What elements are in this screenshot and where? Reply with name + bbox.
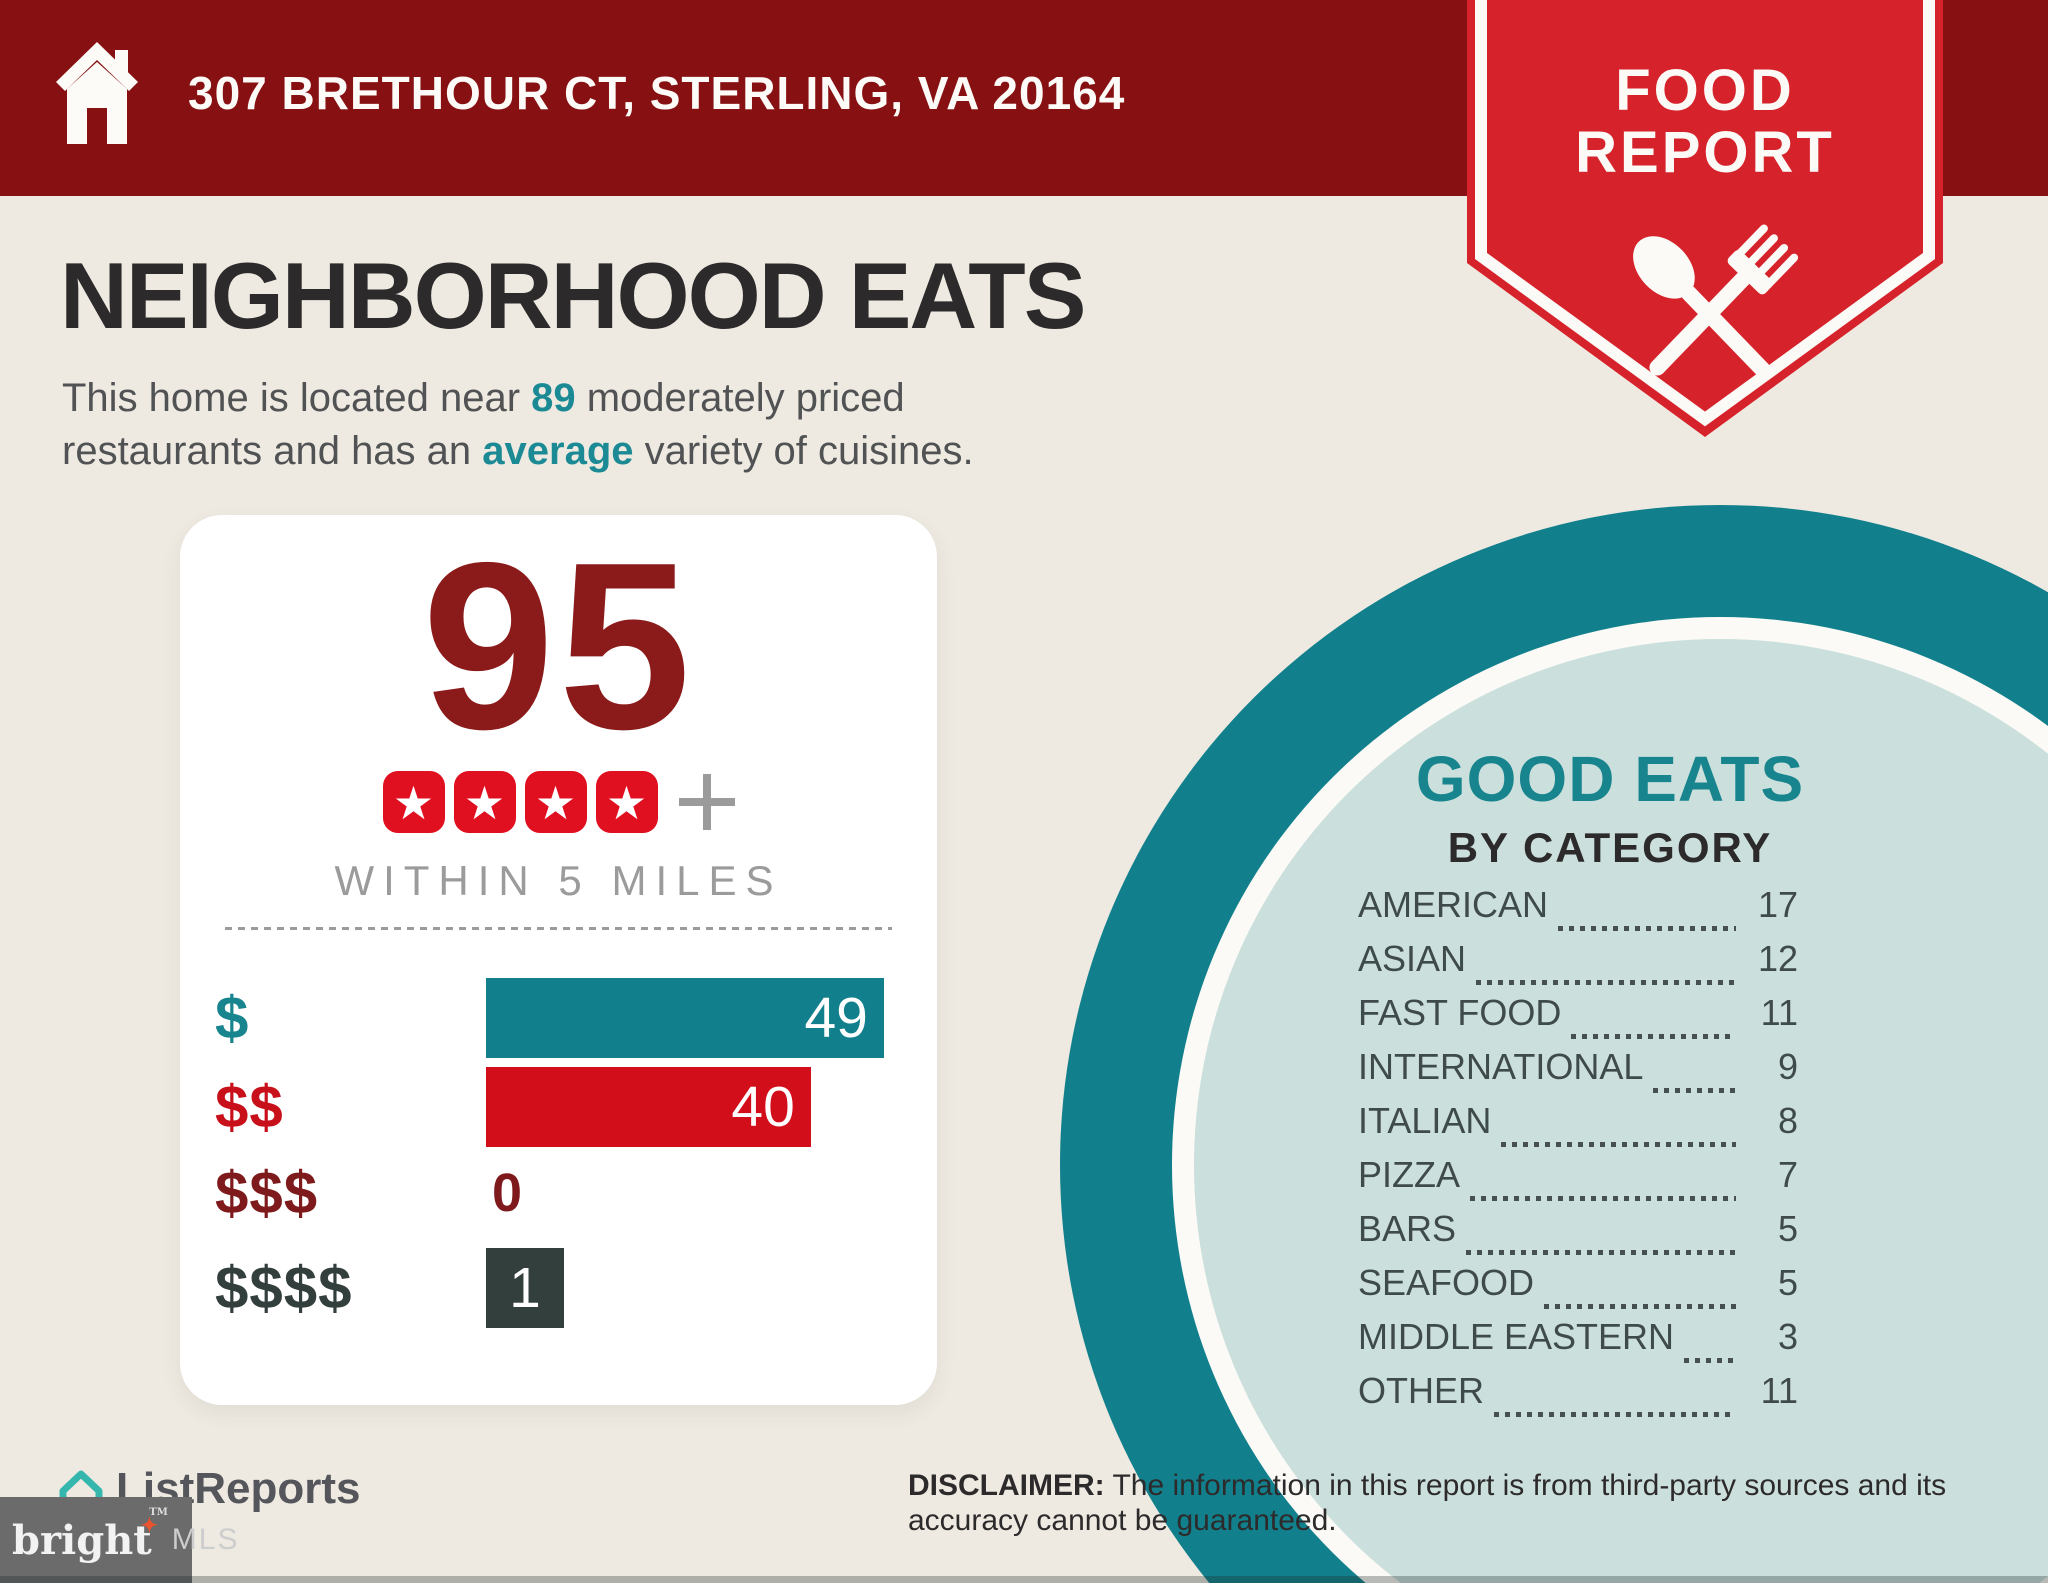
price-tier-label: $$$$ [215,1254,353,1322]
price-tier-label: $$$ [215,1159,319,1227]
bright-text: bright [12,1516,152,1564]
price-row-3: $$$ 0 [180,1160,937,1227]
category-label: FAST FOOD [1358,992,1562,1033]
category-value: 17 [1757,884,1798,925]
good-eats-title: GOOD EATS [1415,743,1805,815]
category-label: ITALIAN [1358,1100,1492,1141]
star-icon [595,771,658,833]
page-title: NEIGHBORHOOD EATS [60,243,1086,348]
category-label: ASIAN [1358,938,1467,979]
subtitle-seg3: variety of cuisines. [633,428,974,473]
category-label: OTHER [1358,1370,1484,1411]
list-item: OTHER 11 [1358,1370,1798,1424]
mls-text: MLS [171,1523,240,1556]
category-value: 5 [1777,1208,1798,1249]
category-label: PIZZA [1358,1154,1461,1195]
list-item: BARS 5 [1358,1208,1798,1262]
category-value: 8 [1777,1100,1798,1141]
price-bar: 1 [486,1248,564,1328]
list-item: SEAFOOD 5 [1358,1262,1798,1316]
bar-value: 49 [804,986,868,1050]
page-subtitle: This home is located near 89 moderately … [62,372,1092,478]
star-icon [382,771,445,833]
category-value: 5 [1777,1262,1798,1303]
food-score: 95 [422,514,695,779]
category-label: MIDDLE EASTERN [1358,1316,1675,1357]
dotted-leader [1653,1088,1736,1093]
list-item: ITALIAN 8 [1358,1100,1798,1154]
list-item: INTERNATIONAL 9 [1358,1046,1798,1100]
dotted-leader [1466,1250,1736,1255]
list-item: AMERICAN 17 [1358,884,1798,938]
list-item: ASIAN 12 [1358,938,1798,992]
dotted-leader [1476,980,1736,985]
radius-label: WITHIN 5 MILES [334,857,783,904]
ribbon-line1: FOOD [1615,58,1795,123]
bar-value: 1 [509,1256,541,1320]
category-label: SEAFOOD [1358,1262,1535,1303]
restaurant-count: 89 [531,376,576,420]
category-value: 12 [1757,938,1798,979]
price-bar: 0 [486,1163,522,1223]
spoon-fork-icon [1633,224,1799,378]
bar-value: 0 [492,1163,523,1223]
price-tier-label: $$ [215,1073,284,1141]
dotted-leader [1571,1034,1736,1039]
dotted-leader [1684,1358,1736,1363]
price-row-2: $$ 40 [180,1067,937,1147]
dotted-leader [1501,1142,1736,1147]
category-value: 11 [1760,1370,1798,1411]
property-address: 307 BRETHOUR CT, STERLING, VA 20164 [188,67,1126,119]
subtitle-seg1: This home is located near [62,376,532,420]
dashed-divider [225,927,892,930]
list-item: MIDDLE EASTERN 3 [1358,1316,1798,1370]
trademark-symbol: TM [149,1506,168,1518]
plus-icon [678,774,735,830]
category-label: BARS [1358,1208,1457,1249]
price-bar: 49 [486,978,884,1058]
good-eats-list: AMERICAN 17 ASIAN 12 FAST FOOD 11 INTERNATI… [1358,884,1798,1424]
category-label: INTERNATIONAL [1358,1046,1644,1087]
star-icon [524,771,587,833]
list-item: PIZZA 7 [1358,1154,1798,1208]
bottom-edge-strip [0,1576,2048,1583]
category-label: AMERICAN [1358,884,1549,925]
star-spark-icon: ✦ [141,1512,158,1537]
subtitle-seg2: moderately priced restaurants and has an [62,376,905,473]
category-value: 11 [1760,992,1798,1033]
dotted-leader [1544,1304,1736,1309]
dotted-leader [1558,926,1736,931]
variety-accent: average [482,428,634,473]
ribbon-line2: REPORT [1575,120,1835,185]
good-eats-heading: GOOD EATS BY CATEGORY [1350,742,1870,872]
bright-mls-logo: bright ✦ TM MLS [0,1497,237,1583]
star-icon [453,771,516,833]
disclaimer-label: DISCLAIMER: [908,1469,1105,1502]
star-rating [180,771,937,833]
score-card: 95 WITHIN 5 MILES $ 49 $$ 40 $$$ 0 [180,515,937,1405]
disclaimer-text: DISCLAIMER: The information in this repo… [908,1468,1978,1539]
category-value: 9 [1777,1046,1798,1087]
bright-wordmark: bright ✦ TM [12,1507,168,1564]
price-row-1: $ 49 [180,978,937,1058]
bar-value: 40 [731,1075,795,1139]
home-icon [56,42,138,144]
price-row-4: $$$$ 1 [180,1248,937,1328]
food-report-ribbon: FOOD REPORT [1467,0,1943,437]
category-value: 3 [1777,1316,1798,1357]
dotted-leader [1494,1412,1736,1417]
good-eats-subtitle: BY CATEGORY [1447,824,1773,871]
price-tier-label: $ [215,984,250,1052]
list-item: FAST FOOD 11 [1358,992,1798,1046]
category-value: 7 [1777,1154,1798,1195]
disclaimer-body: The information in this report is from t… [908,1469,1947,1538]
dotted-leader [1470,1196,1736,1201]
price-bar: 40 [486,1067,811,1147]
